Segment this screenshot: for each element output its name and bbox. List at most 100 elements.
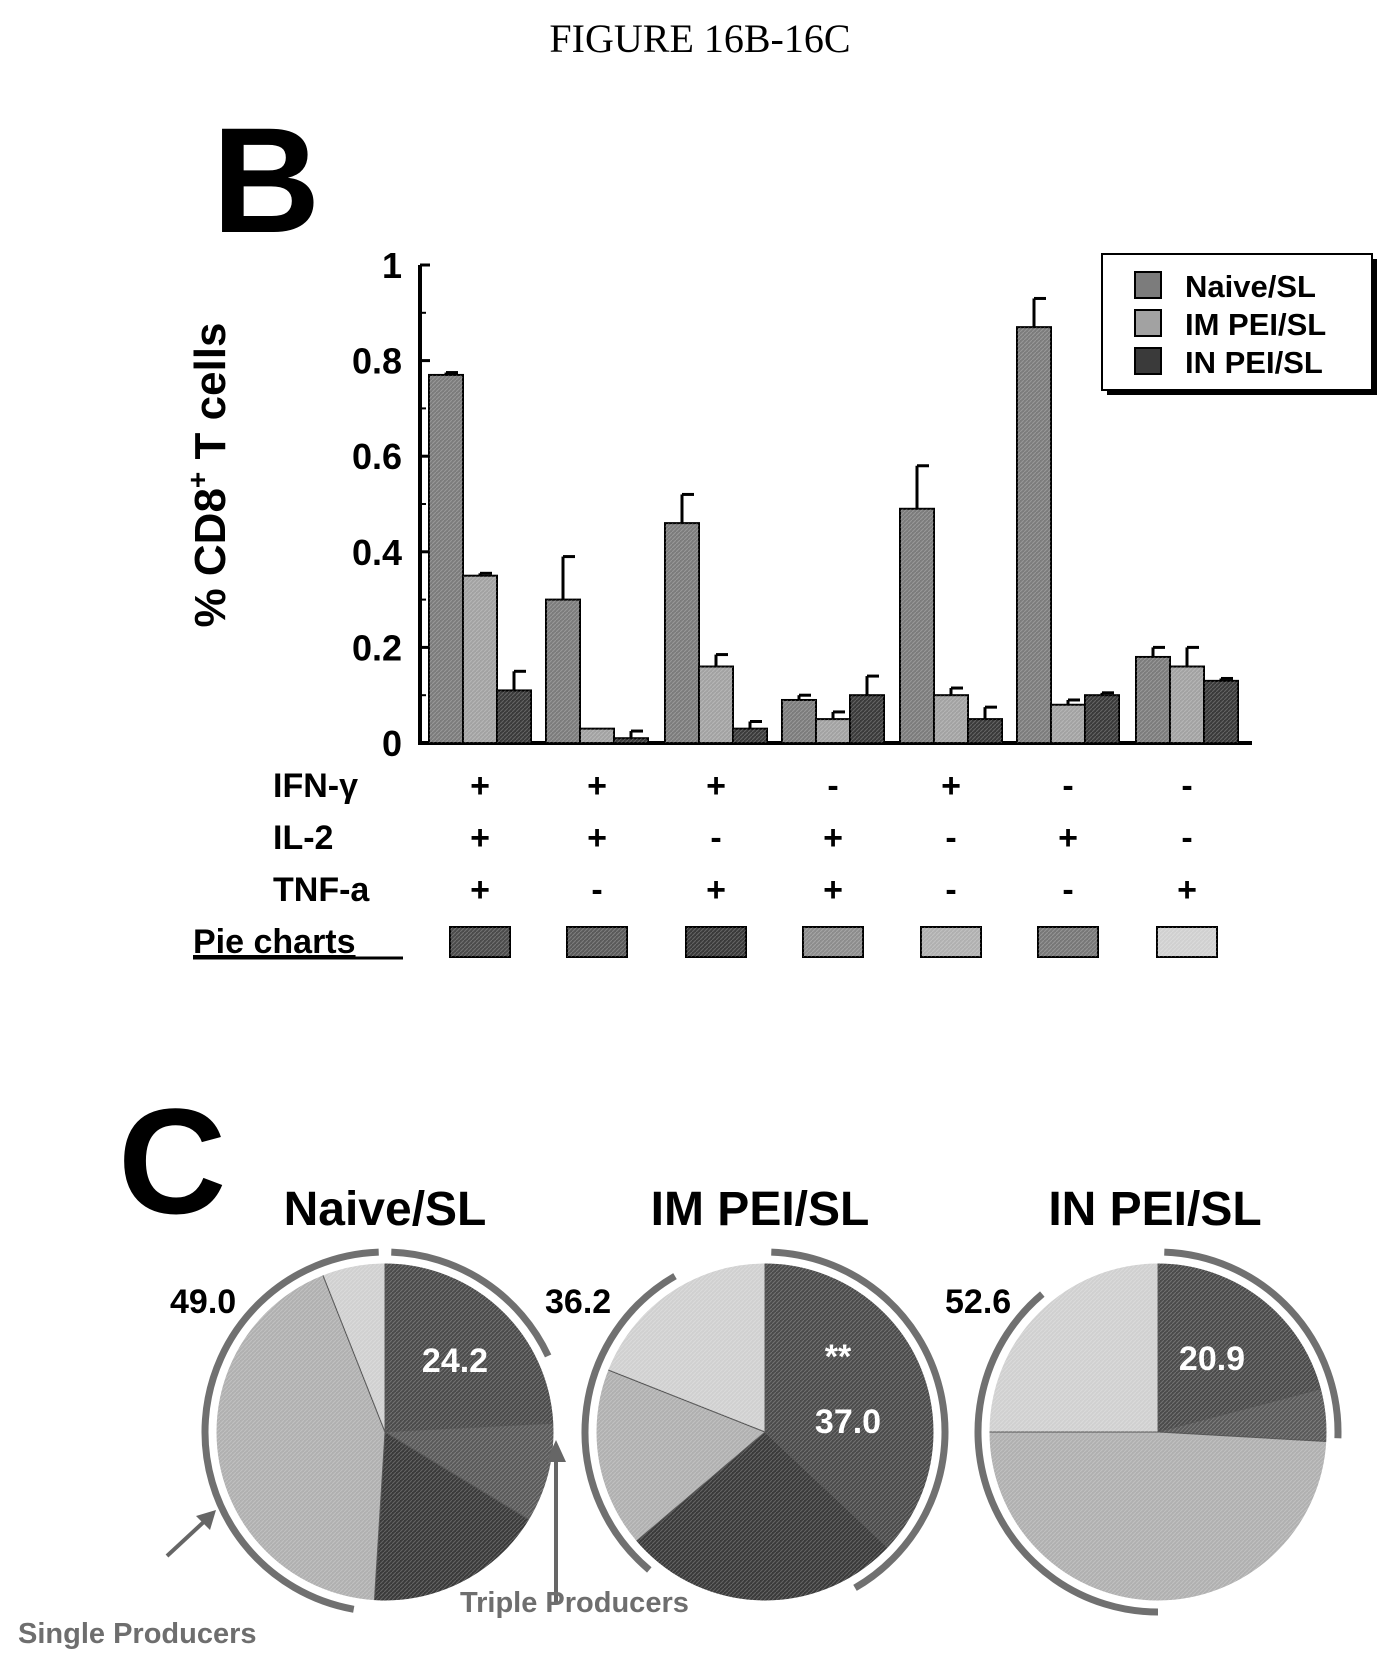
combination-signs: + + + + + - + - + - + + + - - - + - - - + bbox=[470, 767, 1197, 909]
triple-producers-ring bbox=[391, 1248, 552, 1358]
legend-label-naive: Naive/SL bbox=[1185, 269, 1316, 304]
panel-b-letter: B bbox=[212, 96, 320, 264]
legend-label-in: IN PEI/SL bbox=[1185, 345, 1323, 380]
pie-slice-texture bbox=[988, 1262, 1158, 1432]
single-producers-ring bbox=[974, 1291, 1159, 1616]
pie-slice-texture bbox=[606, 1262, 765, 1432]
combo-sign: + bbox=[823, 819, 843, 857]
pie-color-key bbox=[449, 926, 1218, 958]
pie-slice-texture bbox=[385, 1262, 555, 1432]
combo-sign: + bbox=[470, 819, 490, 857]
row-label-ifn: IFN-γ bbox=[273, 767, 358, 805]
bar-texture bbox=[850, 695, 884, 743]
pie-title-naive: Naive/SL bbox=[284, 1183, 487, 1236]
combo-sign: + bbox=[706, 767, 726, 805]
bar-texture bbox=[934, 695, 968, 743]
single-producers-ring bbox=[201, 1248, 379, 1613]
single-producers-arrow bbox=[165, 1510, 216, 1558]
pie-slice-texture bbox=[1158, 1388, 1329, 1442]
combo-sign: + bbox=[587, 819, 607, 857]
y-tick-label: 1 bbox=[382, 245, 402, 286]
pie-triple-value-naive: 24.2 bbox=[422, 1342, 488, 1380]
y-tick-label: 0.6 bbox=[352, 436, 402, 477]
bar-texture bbox=[463, 575, 497, 743]
bar-texture bbox=[1204, 680, 1238, 743]
pie-single-value-in: 52.6 bbox=[945, 1283, 1011, 1321]
bar-texture bbox=[782, 699, 816, 743]
y-tick-label: 0.2 bbox=[352, 627, 402, 668]
bar-texture bbox=[699, 666, 733, 743]
combo-sign: + bbox=[1177, 871, 1197, 909]
bar-texture bbox=[816, 719, 850, 743]
pie-slice-texture bbox=[385, 1423, 555, 1521]
pie-slice-texture bbox=[1158, 1262, 1323, 1432]
triple-producers-label: Triple Producers bbox=[460, 1587, 689, 1619]
panel-b: B % CD8+ T cells 0 0.2 0.4 0.6 0.8 1 Naive/SL… bbox=[182, 96, 1377, 961]
combo-sign: + bbox=[587, 767, 607, 805]
pie-title-im: IM PEI/SL bbox=[651, 1183, 870, 1236]
combo-sign: + bbox=[706, 871, 726, 909]
legend: Naive/SL IM PEI/SL IN PEI/SL bbox=[1101, 253, 1377, 395]
bar-texture bbox=[580, 728, 614, 743]
bar-texture bbox=[733, 728, 767, 743]
pie-slice-texture bbox=[214, 1273, 385, 1602]
pie-charts bbox=[201, 1248, 1342, 1616]
legend-swatch-in bbox=[1134, 347, 1162, 375]
bar-texture bbox=[614, 738, 648, 743]
bar-texture bbox=[546, 599, 580, 743]
y-axis-label: % CD8+ T cells bbox=[182, 323, 235, 628]
bar-texture bbox=[900, 508, 934, 743]
swatch-texture bbox=[1157, 927, 1217, 957]
combo-sign: - bbox=[1062, 767, 1073, 805]
combo-sign: - bbox=[591, 871, 602, 909]
combo-sign: - bbox=[1181, 767, 1192, 805]
y-tick-label: 0 bbox=[382, 723, 402, 764]
triple-producers-ring bbox=[1164, 1248, 1342, 1439]
combo-sign: + bbox=[941, 767, 961, 805]
legend-swatch-im bbox=[1134, 309, 1162, 337]
single-producers-ring bbox=[581, 1273, 677, 1573]
legend-label-im: IM PEI/SL bbox=[1185, 307, 1326, 342]
bar-texture bbox=[1170, 666, 1204, 743]
bar-texture bbox=[497, 690, 531, 743]
bar-series bbox=[428, 296, 1239, 745]
pie-slice-texture bbox=[595, 1369, 765, 1542]
pie-white-rim bbox=[593, 1260, 937, 1604]
pie-significance-im: ** bbox=[825, 1338, 852, 1376]
combo-sign: + bbox=[1058, 819, 1078, 857]
y-tick-label: 0.4 bbox=[352, 532, 402, 573]
triple-producers-ring bbox=[771, 1248, 949, 1591]
combo-sign: - bbox=[1062, 871, 1073, 909]
pie-slice-texture bbox=[635, 1432, 889, 1602]
panel-c-letter: C bbox=[118, 1077, 226, 1245]
triple-producers-arrow bbox=[546, 1440, 566, 1603]
swatch-texture bbox=[686, 927, 746, 957]
combo-sign: - bbox=[945, 871, 956, 909]
legend-swatch-naive bbox=[1134, 271, 1162, 299]
pie-slice-texture bbox=[374, 1432, 531, 1602]
bar-texture bbox=[1017, 327, 1051, 743]
pie-single-value-naive: 49.0 bbox=[170, 1283, 236, 1321]
pie-single-value-im: 36.2 bbox=[545, 1283, 611, 1321]
pie-triple-value-im: 37.0 bbox=[815, 1403, 881, 1441]
combo-sign: - bbox=[827, 767, 838, 805]
y-tick-label: 0.8 bbox=[352, 341, 402, 382]
swatch-texture bbox=[921, 927, 981, 957]
pie-slice-texture bbox=[322, 1262, 385, 1432]
bar-texture bbox=[1085, 695, 1119, 743]
swatch-texture bbox=[450, 927, 510, 957]
pie-slice-texture bbox=[988, 1432, 1328, 1603]
bar-texture bbox=[429, 374, 463, 743]
pie-triple-value-in: 20.9 bbox=[1179, 1340, 1245, 1378]
bar-texture bbox=[1136, 656, 1170, 743]
pie-charts-label: Pie charts bbox=[193, 923, 356, 961]
pie-white-rim bbox=[213, 1260, 557, 1604]
y-ticks: 0 0.2 0.4 0.6 0.8 1 bbox=[352, 245, 430, 764]
combo-sign: + bbox=[470, 871, 490, 909]
combo-sign: + bbox=[823, 871, 843, 909]
combo-sign: - bbox=[945, 819, 956, 857]
panel-c: C Naive/SL IM PEI/SL IN PEI/SL 49.0 36.2… bbox=[18, 1077, 1342, 1650]
swatch-texture bbox=[1038, 927, 1098, 957]
bar-texture bbox=[968, 719, 1002, 743]
